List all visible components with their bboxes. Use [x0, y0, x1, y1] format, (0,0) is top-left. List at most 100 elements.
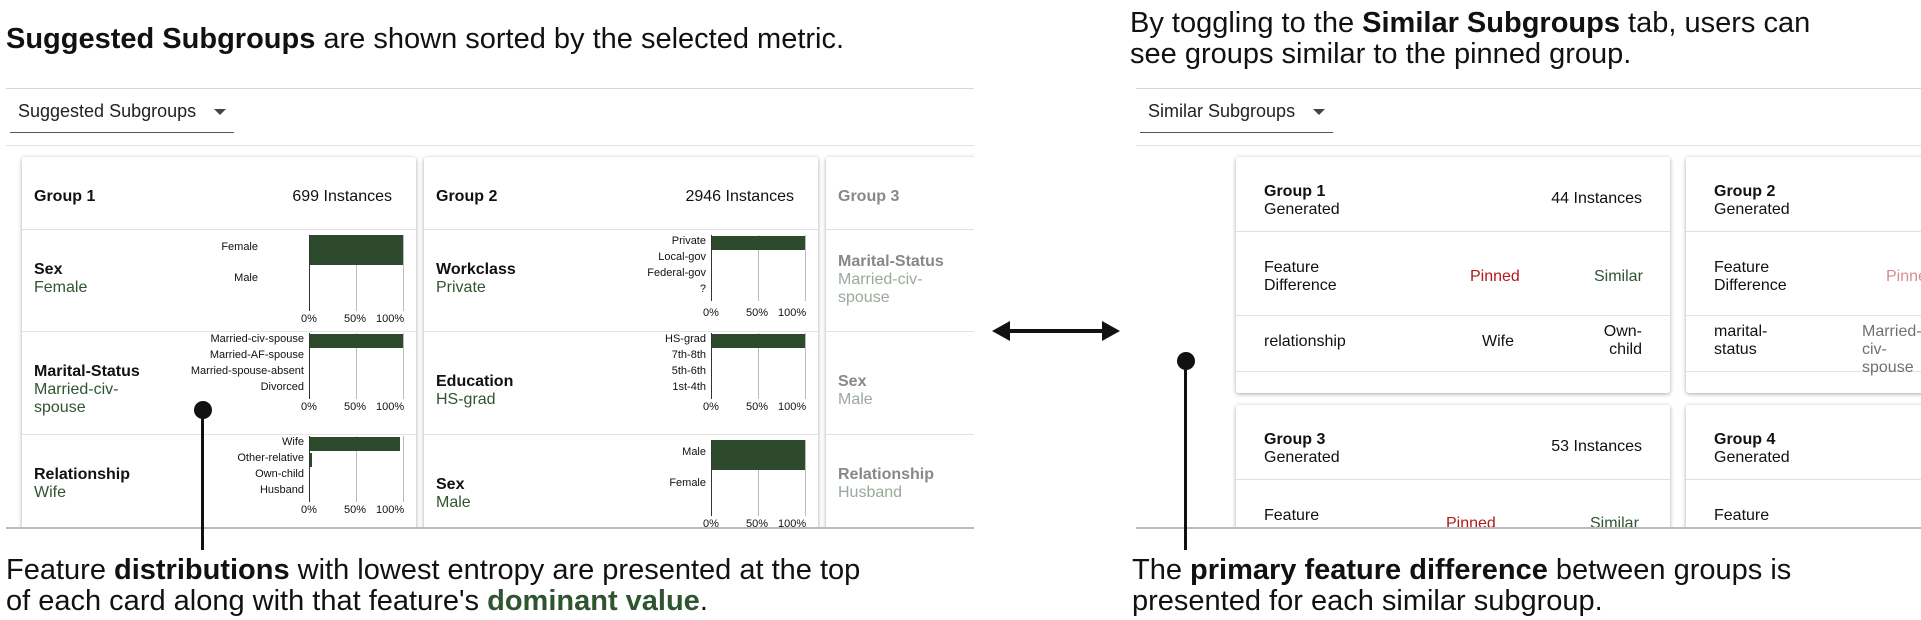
group-title: Group 1 — [34, 188, 96, 205]
category-label: Federal-gov — [647, 267, 706, 279]
card-header: Group 1 Generated 44 Instances — [1236, 157, 1670, 232]
axis-tick: 50% — [344, 504, 367, 516]
distribution-bar — [310, 453, 312, 467]
difference-header-row: Feature Difference Pinned Similar — [1236, 231, 1670, 316]
category-label: 7th-8th — [671, 349, 706, 361]
chart-gridline — [758, 235, 759, 301]
feature-difference-label: Feature — [1264, 507, 1320, 524]
pinned-label: Pinned — [1470, 268, 1520, 285]
axis-tick: 0% — [703, 518, 719, 529]
feature-row: Sex Female Female Male 0% 50% 100% — [22, 229, 416, 332]
card-header: Group 1 699 Instances — [22, 157, 416, 230]
distribution-bar — [310, 235, 403, 265]
distribution-bar — [310, 334, 403, 348]
chart-axis — [309, 333, 310, 399]
chart-axis — [711, 333, 712, 399]
similar-label: Similar — [1594, 268, 1643, 285]
instance-count: 53 Instances — [1551, 438, 1642, 455]
category-label: Other-relative — [237, 452, 304, 464]
instance-count: 2946 Instances — [685, 188, 794, 205]
caption-feature-distributions: Feature distributions with lowest entrop… — [6, 554, 861, 617]
category-label: 5th-6th — [671, 365, 706, 377]
feature-name: relationship — [1264, 333, 1346, 350]
group-title: Group 3 — [838, 188, 900, 205]
axis-tick: 100% — [376, 401, 405, 413]
feature-row: Sex Male Male Female 0% 50% 100% — [424, 434, 818, 529]
axis-tick: 100% — [376, 313, 405, 325]
distribution-bar — [712, 334, 805, 348]
chart-gridline — [805, 235, 806, 301]
feature-name: Workclass — [436, 261, 516, 278]
subgroup-card-2[interactable]: Group 2 2946 Instances Workclass Private… — [424, 157, 818, 529]
distribution-chart: Wife Other-relative Own-child Husband 0%… — [22, 434, 416, 527]
axis-tick: 0% — [301, 313, 317, 325]
dropdown-label: Similar Subgroups — [1148, 101, 1296, 121]
group-title: Group 1 — [1264, 183, 1326, 200]
annotation-leader-line — [1184, 361, 1187, 550]
subgroup-view-dropdown[interactable]: Similar Subgroups — [1140, 97, 1334, 133]
dominant-value: Female — [34, 279, 88, 296]
dominant-value: HS-grad — [436, 391, 496, 408]
category-label: Married-civ-spouse — [210, 333, 304, 345]
feature-name: Sex — [838, 373, 867, 390]
chart-gridline — [805, 333, 806, 399]
category-label: Divorced — [260, 381, 304, 393]
category-label: Married-spouse-absent — [190, 365, 304, 377]
chart-gridline — [403, 333, 404, 399]
chart-gridline — [403, 235, 404, 311]
distribution-bar — [712, 236, 805, 250]
group-subtitle: Generated — [1714, 201, 1790, 218]
category-label: ? — [699, 283, 706, 295]
axis-tick: 0% — [703, 401, 719, 413]
feature-name: Marital-Status — [838, 253, 944, 270]
feature-name: Marital-Status — [34, 363, 140, 380]
similar-subgroups-panel: Similar Subgroups Group 1 Generated 44 I… — [1136, 88, 1921, 529]
chart-axis — [309, 235, 310, 311]
feature-row: Relationship Wife Wife Other-relative Ow… — [22, 434, 416, 527]
feature-row: Workclass Private Private Local-gov Fede… — [424, 229, 818, 332]
similar-card-2[interactable]: Group 2 Generated Feature Difference Pin… — [1686, 157, 1921, 393]
similar-card-3[interactable]: Group 3 Generated 53 Instances Feature P… — [1236, 405, 1670, 527]
axis-tick: 50% — [746, 401, 769, 413]
card-header: Group 2 2946 Instances — [424, 157, 818, 230]
feature-row: Sex Male — [826, 331, 974, 435]
chart-gridline — [356, 235, 357, 311]
card-header: Group 2 Generated — [1686, 157, 1921, 232]
chart-gridline — [403, 436, 404, 502]
caption-similar-subgroups: By toggling to the Similar Subgroups tab… — [1130, 7, 1811, 70]
distribution-chart: HS-grad 7th-8th 5th-6th 1st-4th 0% 50% 1… — [424, 331, 818, 434]
axis-tick: 0% — [301, 504, 317, 516]
axis-tick: 50% — [746, 307, 769, 319]
subgroup-view-dropdown[interactable]: Suggested Subgroups — [10, 97, 235, 133]
axis-tick: 100% — [778, 307, 807, 319]
feature-name: Education — [436, 373, 514, 390]
category-label: Male — [682, 446, 706, 458]
axis-tick: 0% — [301, 401, 317, 413]
category-label: Male — [234, 272, 258, 284]
group-title: Group 3 — [1264, 431, 1326, 448]
chart-axis — [309, 436, 310, 502]
feature-name: Sex — [34, 261, 63, 278]
chart-axis — [711, 235, 712, 301]
feature-row: Education HS-grad HS-grad 7th-8th 5th-6t… — [424, 331, 818, 435]
similar-card-1[interactable]: Group 1 Generated 44 Instances Feature D… — [1236, 157, 1670, 393]
similar-card-4[interactable]: Group 4 Generated Feature — [1686, 405, 1921, 527]
card-header: Group 3 Generated 53 Instances — [1236, 405, 1670, 480]
instance-count: 699 Instances — [292, 188, 392, 205]
distribution-bar — [712, 440, 805, 470]
subgroup-card-3[interactable]: Group 3 Marital-Status Married-civ-spous… — [826, 157, 974, 527]
card-header: Group 3 — [826, 157, 974, 230]
annotation-leader-line — [201, 410, 204, 550]
axis-tick: 50% — [344, 401, 367, 413]
group-title: Group 2 — [1714, 183, 1776, 200]
similar-value: Own-child — [1603, 323, 1642, 358]
double-headed-arrow-icon — [992, 321, 1120, 341]
pinned-label: Pinned — [1886, 268, 1921, 285]
feature-difference-label: Feature Difference — [1714, 259, 1787, 294]
category-label: Wife — [282, 436, 304, 448]
suggested-subgroups-panel: Suggested Subgroups Group 1 699 Instance… — [6, 88, 974, 529]
feature-row: Marital-Status Married-civ-spouse Marrie… — [22, 331, 416, 435]
category-label: HS-grad — [665, 333, 706, 345]
subgroup-card-1[interactable]: Group 1 699 Instances Sex Female Female … — [22, 157, 416, 527]
axis-tick: 50% — [344, 313, 367, 325]
